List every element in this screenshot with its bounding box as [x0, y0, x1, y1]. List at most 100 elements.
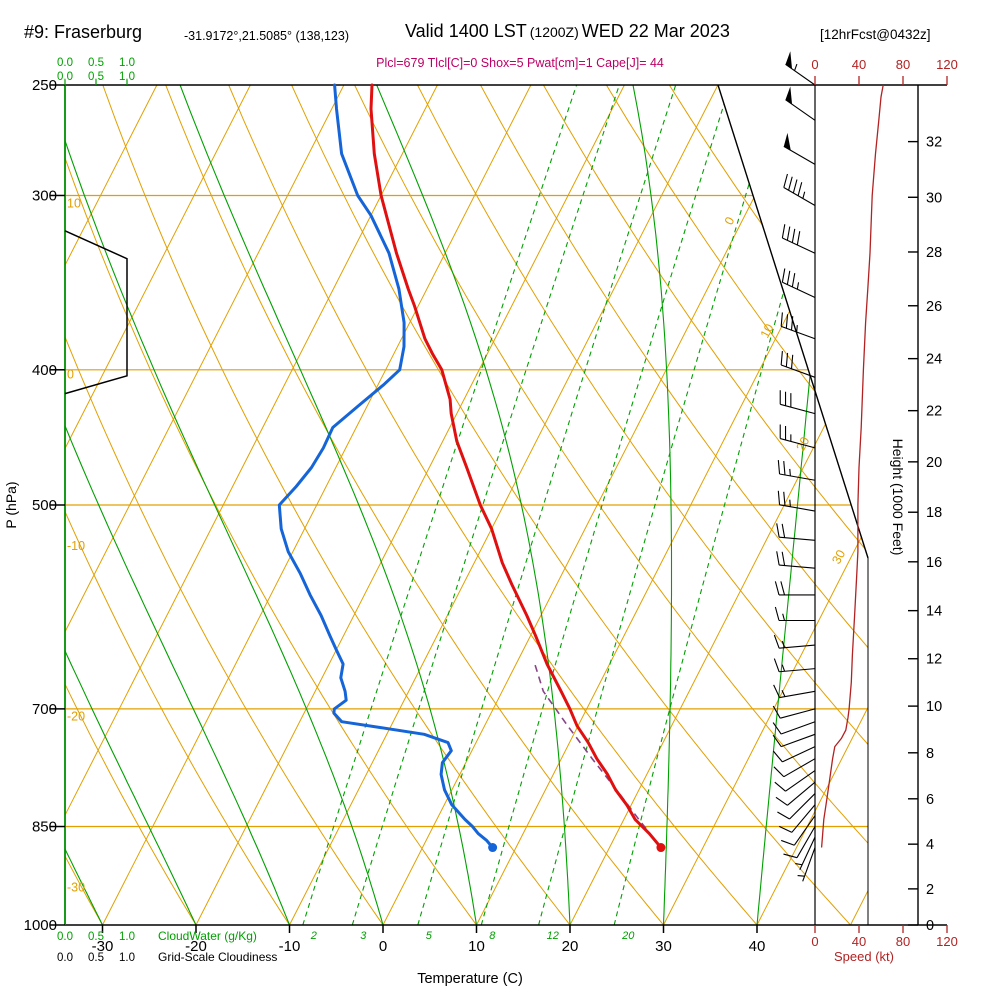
dry-adiabat-line — [354, 85, 868, 925]
wind-barbs — [772, 51, 816, 882]
cloudwater-scale-label: 0.5 — [88, 931, 104, 943]
dry-adiabat-label: -30 — [67, 881, 85, 895]
height-tick-label: 14 — [926, 604, 942, 620]
cloudwater-scale-label: 0.0 — [57, 71, 73, 83]
cloudwater-scale-label: 1.0 — [119, 931, 135, 943]
height-tick-label: 20 — [926, 455, 942, 471]
isotherm-line — [65, 85, 251, 925]
pressure-tick-label: 400 — [32, 362, 57, 379]
moist-adiabat-line — [65, 85, 291, 925]
wind-barb — [779, 390, 816, 415]
mixing-ratio-label: 5 — [426, 930, 433, 942]
cloudwater-scale-label: 0.5 — [88, 71, 104, 83]
dewpoint-curve — [277, 83, 495, 849]
height-tick-label: 18 — [926, 505, 942, 521]
height-tick-label: 4 — [926, 837, 934, 853]
wind-barb — [785, 86, 816, 121]
wind-barb — [779, 424, 816, 449]
moist-adiabat-line — [65, 85, 384, 925]
cloudiness-scale-label: 1.0 — [119, 952, 135, 964]
speed-tick-label: 120 — [936, 57, 958, 72]
mixing-ratio-label: 12 — [547, 930, 559, 942]
height-tick-label: 12 — [926, 652, 942, 668]
dry-adiabat-line — [291, 85, 851, 925]
wind-barb — [781, 268, 816, 298]
mixing-ratio-label: 3 — [360, 930, 367, 942]
wind-barb — [777, 460, 816, 481]
mixing-ratio-line — [351, 85, 620, 925]
isotherm-line — [289, 85, 719, 925]
temperature-axis-title: Temperature (C) — [417, 971, 523, 987]
wind-barb — [783, 826, 816, 859]
dry-adiabat-line — [165, 85, 664, 925]
wind-barb — [777, 490, 816, 512]
dry-adiabat-line — [102, 85, 571, 925]
wind-barb — [778, 804, 816, 833]
pressure-tick-label: 850 — [32, 819, 57, 836]
valid-date: WED 22 Mar 2023 — [581, 21, 730, 41]
height-tick-label: 30 — [926, 190, 942, 206]
sounding-curves — [277, 83, 666, 853]
mixing-ratio-line — [538, 85, 780, 925]
wind-barb — [774, 606, 815, 622]
mixing-ratio-line — [302, 85, 578, 925]
wind-barb — [781, 815, 816, 846]
height-tick-label: 26 — [926, 299, 942, 315]
cloudwater-scale-label: 1.0 — [119, 71, 135, 83]
height-tick-label: 0 — [926, 918, 934, 934]
dry-adiabat-label: -20 — [67, 710, 85, 724]
moist-adiabat-line — [179, 85, 478, 925]
moist-adiabat-line — [376, 85, 571, 925]
height-tick-label: 28 — [926, 245, 942, 261]
dry-adiabat-line — [480, 85, 868, 925]
parcel-curve — [534, 663, 662, 848]
temperature-tick-label: 10 — [468, 938, 485, 955]
height-tick-label: 6 — [926, 792, 934, 808]
cloudwater-axis-title: CloudWater (g/Kg) — [158, 929, 257, 943]
cloudiness-scale-label: 0.5 — [88, 952, 104, 964]
cloudiness-axis-title: Grid-Scale Cloudiness — [158, 950, 277, 964]
wind-barb — [772, 721, 816, 735]
dry-adiabat-label: 10 — [67, 197, 81, 211]
mixing-ratio-label: 8 — [489, 930, 496, 942]
wind-barb — [774, 770, 816, 792]
wind-barb — [773, 658, 816, 673]
height-tick-label: 16 — [926, 555, 942, 571]
forecast-tag: [12hrFcst@0432z] — [820, 27, 931, 42]
grid-layer — [65, 85, 868, 925]
surface-dew-dot — [488, 843, 498, 853]
speed-tick-label: 40 — [852, 57, 866, 72]
height-axis-title: Height (1000 Feet) — [890, 439, 906, 556]
mixing-ratio-label: 2 — [310, 930, 317, 942]
moist-adiabat-line — [65, 85, 197, 925]
cloudwater-scale-label: 0.0 — [57, 931, 73, 943]
dry-adiabat-label: 0 — [67, 367, 74, 381]
isotherm-line — [382, 85, 812, 925]
pressure-tick-label: 700 — [32, 701, 57, 718]
pressure-tick-label: 500 — [32, 497, 57, 514]
surface-temp-dot — [656, 843, 666, 853]
mixing-ratio-line — [480, 85, 731, 925]
speed-tick-label: 40 — [852, 934, 866, 949]
temperature-tick-label: 0 — [379, 938, 387, 955]
dry-adiabat-line — [65, 85, 384, 925]
dry-adiabat-line — [417, 85, 868, 925]
isotherm-line — [65, 85, 345, 925]
cloudiness-profile — [64, 230, 128, 395]
wind-barb — [780, 312, 816, 340]
dry-adiabat-line — [65, 85, 197, 925]
station-coords: -31.9172°,21.5085° (138,123) — [184, 29, 349, 43]
temperature-tick-label: 20 — [562, 938, 579, 955]
speed-axis-title: Speed (kt) — [834, 949, 894, 964]
grid-labels: 10 0 -10 -20 -30 0 10 20 30 2 3 5 8 12 20 — [67, 197, 848, 942]
mixing-ratio-label: 20 — [621, 930, 635, 942]
height-tick-label: 8 — [926, 746, 934, 762]
wind-barb — [776, 523, 816, 541]
pressure-tick-label: 1000 — [24, 917, 57, 934]
isotherm-label: 30 — [829, 548, 848, 567]
wind-barb — [783, 173, 816, 206]
isotherm-line — [663, 85, 868, 925]
cloudwater-scale-label: 0.0 — [57, 57, 73, 69]
